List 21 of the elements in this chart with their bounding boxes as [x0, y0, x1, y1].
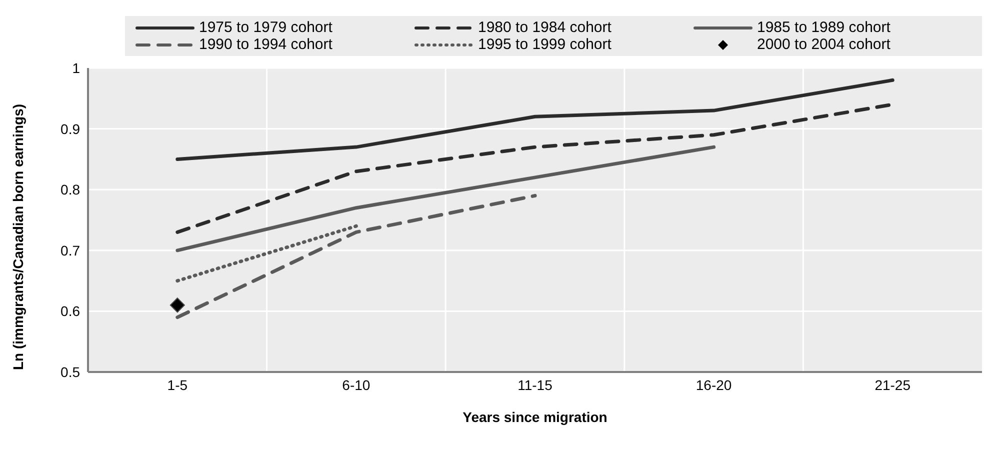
line-series [176, 78, 894, 161]
legend-label: 1985 to 1989 cohort [757, 19, 890, 36]
y-tick-label: 0.9 [60, 120, 80, 137]
x-tick-label: 16-20 [696, 376, 732, 393]
x-tick-label: 1-5 [167, 376, 188, 393]
legend-label: 2000 to 2004 cohort [757, 36, 890, 53]
legend-label: 1975 to 1979 cohort [199, 19, 332, 36]
y-tick-label: 0.8 [60, 182, 80, 198]
y-tick-label: 1 [72, 60, 80, 76]
x-tick-label: 6-10 [342, 376, 370, 393]
legend-label: 1980 to 1984 cohort [478, 19, 612, 36]
line-series [176, 145, 716, 252]
y-tick-label: 0.7 [60, 242, 80, 258]
legend-label: 1990 to 1994 cohort [199, 36, 332, 53]
legend-label: 1995 to 1999 cohort [478, 36, 612, 53]
x-tick-label: 21-25 [874, 376, 911, 393]
y-tick-label: 0.5 [60, 364, 80, 380]
x-axis-title: Years since migration [462, 409, 608, 425]
y-tick-label: 0.6 [60, 303, 80, 320]
x-tick-label: 11-15 [518, 376, 553, 393]
y-axis-title: Ln (immgrants/Canadian born earnings) [10, 104, 26, 370]
